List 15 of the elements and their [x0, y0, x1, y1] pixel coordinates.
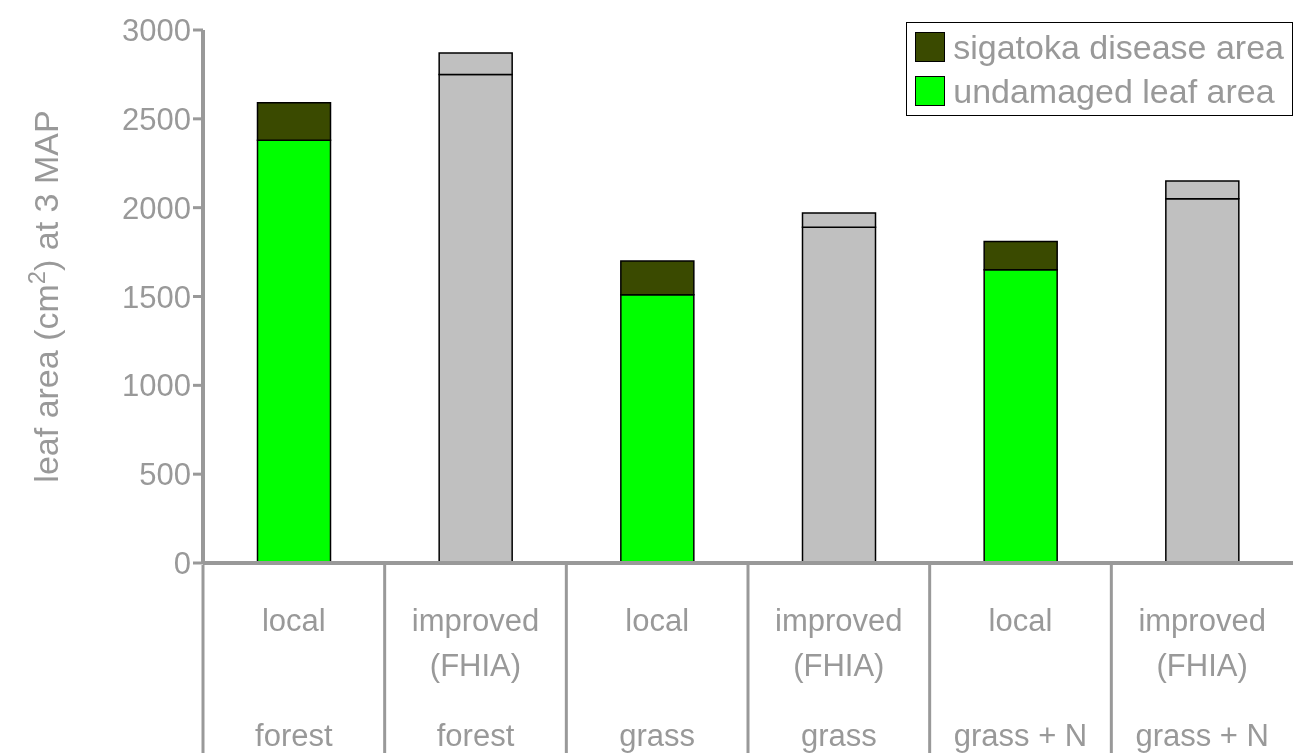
- legend-label: undamaged leaf area: [953, 71, 1275, 112]
- y-tick-label: 0: [173, 546, 191, 582]
- x-tick-label: improved (FHIA) forest: [411, 603, 540, 753]
- x-tick-label: improved (FHIA) grass: [775, 603, 903, 753]
- category-label: local grass: [619, 603, 696, 753]
- y-tick-label: 1500: [122, 279, 191, 315]
- y-tick-label: 3000: [122, 13, 191, 49]
- x-tick-label: improved (FHIA) grass + N: [1135, 603, 1269, 753]
- legend-label: sigatoka disease area: [953, 27, 1284, 68]
- y-tick-label: 1000: [122, 368, 191, 404]
- category-label: local grass + N: [953, 603, 1088, 753]
- y-tick-label: 2000: [122, 190, 191, 226]
- y-tick-label: 500: [139, 457, 191, 493]
- category-label: local forest: [255, 603, 333, 753]
- y-tick-label: 2500: [122, 101, 191, 137]
